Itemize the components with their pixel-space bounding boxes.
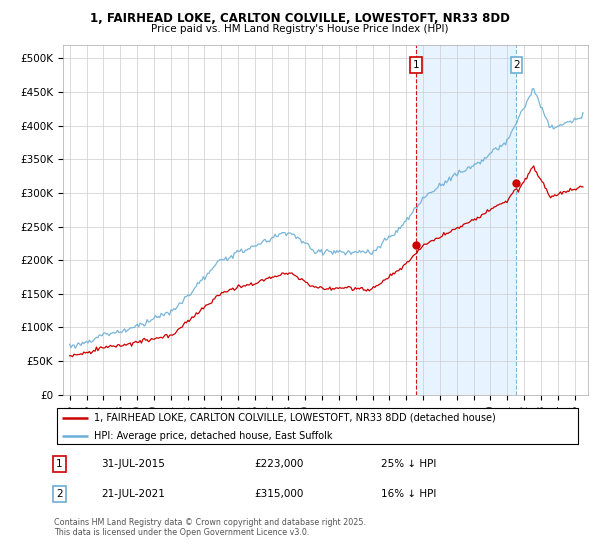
Bar (416, 45, 517, 395)
FancyBboxPatch shape (56, 408, 578, 445)
Text: 16% ↓ HPI: 16% ↓ HPI (382, 489, 437, 499)
Text: 21-JUL-2021: 21-JUL-2021 (101, 489, 166, 499)
Text: 1: 1 (413, 60, 419, 70)
Text: £315,000: £315,000 (254, 489, 304, 499)
Text: 2: 2 (56, 489, 62, 499)
Text: 1, FAIRHEAD LOKE, CARLTON COLVILLE, LOWESTOFT, NR33 8DD (detached house): 1, FAIRHEAD LOKE, CARLTON COLVILLE, LOWE… (94, 413, 496, 423)
Text: 25% ↓ HPI: 25% ↓ HPI (382, 459, 437, 469)
Text: 2: 2 (513, 60, 520, 70)
Text: 1, FAIRHEAD LOKE, CARLTON COLVILLE, LOWESTOFT, NR33 8DD: 1, FAIRHEAD LOKE, CARLTON COLVILLE, LOWE… (90, 12, 510, 25)
Text: 1: 1 (56, 459, 62, 469)
Text: Price paid vs. HM Land Registry's House Price Index (HPI): Price paid vs. HM Land Registry's House … (151, 24, 449, 34)
Text: HPI: Average price, detached house, East Suffolk: HPI: Average price, detached house, East… (94, 431, 332, 441)
Text: 31-JUL-2015: 31-JUL-2015 (101, 459, 166, 469)
Text: £223,000: £223,000 (254, 459, 304, 469)
Text: Contains HM Land Registry data © Crown copyright and database right 2025.
This d: Contains HM Land Registry data © Crown c… (54, 518, 366, 538)
